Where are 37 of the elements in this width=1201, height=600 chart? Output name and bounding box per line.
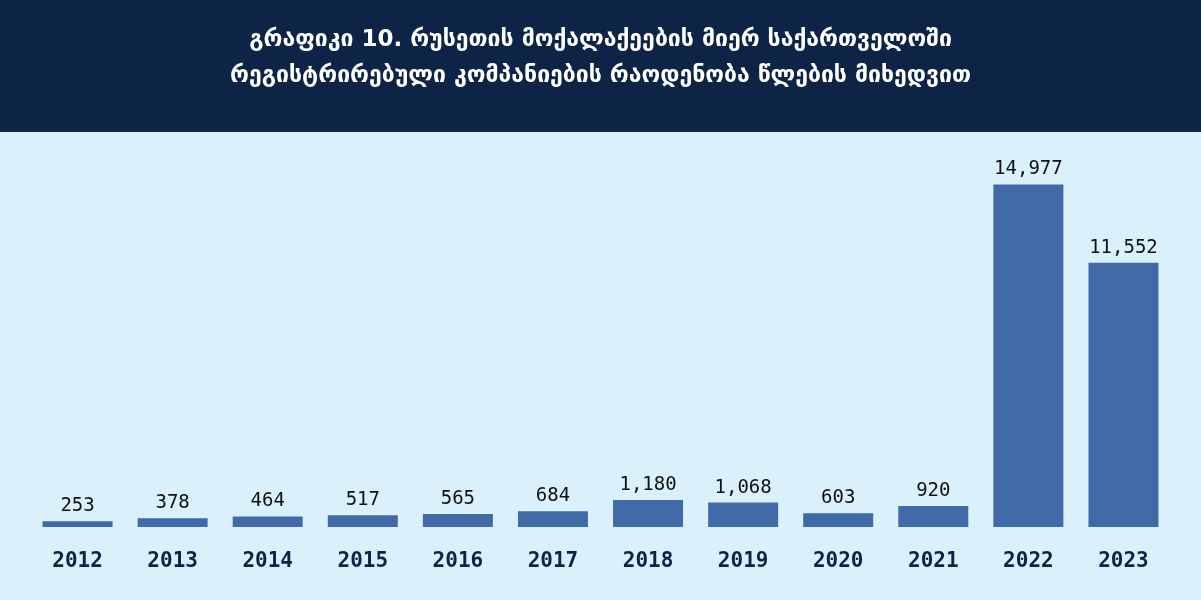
chart-title: გრაფიკი 10. რუსეთის მოქალაქეების მიერ საქართველოში რეგისტრირებული კომპანიების რაოდენობა წლების მიხედვით: [230, 25, 971, 88]
bar: [898, 505, 969, 527]
bar: [232, 516, 303, 527]
bar: [1088, 262, 1159, 527]
data-label: 684: [535, 483, 571, 506]
x-tick-label: 2017: [527, 547, 579, 572]
bar: [42, 521, 113, 527]
data-label: 603: [821, 485, 856, 508]
bar: [993, 184, 1064, 527]
x-tick-label: 2021: [908, 547, 959, 572]
bar: [327, 515, 398, 527]
bar: [708, 502, 779, 527]
bar: [422, 514, 493, 527]
x-tick-label: 2013: [147, 547, 198, 572]
x-tick-label: 2014: [242, 547, 293, 572]
data-label: 517: [345, 487, 380, 510]
bar: [613, 500, 684, 527]
data-label: 253: [60, 493, 95, 516]
data-label: 464: [250, 488, 285, 511]
data-label: 14,977: [994, 156, 1063, 179]
x-tick-label: 2022: [1003, 547, 1054, 572]
data-label: 378: [155, 490, 190, 513]
x-tick-label: 2012: [52, 547, 103, 572]
data-label: 1,180: [619, 472, 677, 495]
x-tick-label: 2018: [622, 547, 674, 572]
data-label: 11,552: [1089, 234, 1158, 257]
bar: [517, 511, 588, 527]
data-label: 565: [440, 486, 476, 509]
bar: [803, 513, 874, 527]
data-label: 1,068: [714, 474, 772, 497]
data-label: 920: [916, 477, 951, 500]
bar: [137, 518, 208, 527]
x-tick-label: 2015: [337, 547, 389, 572]
x-tick-label: 2016: [432, 547, 484, 572]
x-tick-label: 2019: [717, 547, 769, 572]
x-tick-label: 2023: [1098, 547, 1149, 572]
x-tick-label: 2020: [812, 547, 864, 572]
